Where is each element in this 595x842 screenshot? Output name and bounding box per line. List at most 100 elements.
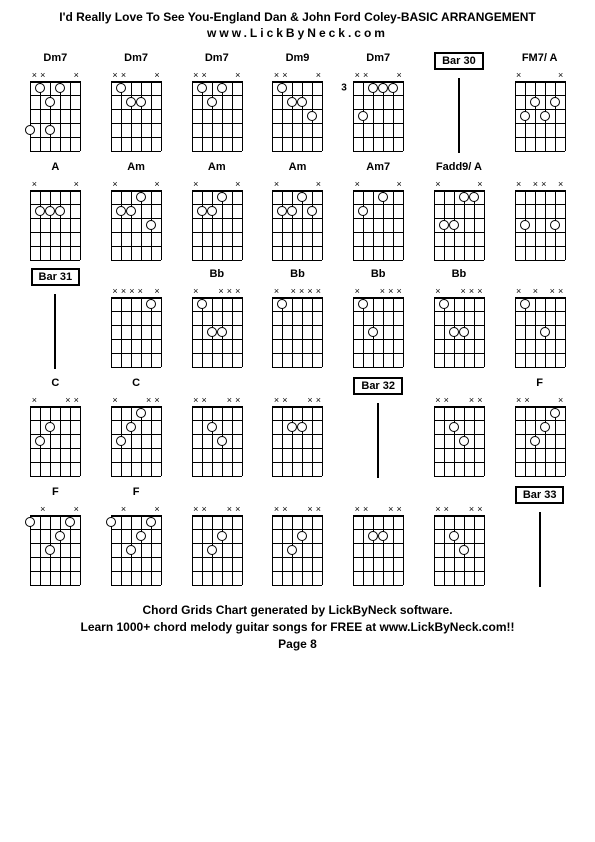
bar-divider: [377, 403, 379, 478]
chord-diagram: ××××: [348, 286, 408, 367]
finger-dot: [459, 436, 469, 446]
chord-label: Dm7: [43, 52, 67, 68]
finger-dot: [550, 408, 560, 418]
chord-label: A: [51, 161, 59, 177]
string-markers: ××××: [353, 504, 403, 514]
bar-label: Bar 30: [434, 52, 484, 70]
finger-dot: [540, 327, 550, 337]
finger-dot: [45, 545, 55, 555]
string-markers: ×××: [111, 70, 161, 80]
chord-diagram: ××××: [187, 286, 247, 367]
fretboard: [515, 406, 565, 476]
finger-dot: [358, 299, 368, 309]
fretboard: [192, 297, 242, 367]
chord-cell: F ×××: [504, 377, 575, 478]
chord-cell: A ××: [20, 161, 91, 260]
finger-dot: [449, 220, 459, 230]
chord-label: Bb: [371, 268, 386, 284]
string-markers: ×××: [111, 395, 161, 405]
fretboard: [434, 190, 484, 260]
chord-diagram: ××××: [267, 504, 327, 585]
string-markers: ××: [30, 179, 80, 189]
finger-dot: [520, 299, 530, 309]
string-markers: ××××: [192, 286, 242, 296]
finger-dot: [35, 83, 45, 93]
chord-cell: Dm7 ×××: [101, 52, 172, 153]
string-markers: ××××: [434, 286, 484, 296]
chord-cell: ××××: [424, 486, 495, 587]
fretboard: 3: [353, 81, 403, 151]
finger-dot: [368, 83, 378, 93]
chord-label: Dm7: [205, 52, 229, 68]
finger-dot: [530, 436, 540, 446]
fretboard: [111, 406, 161, 476]
finger-dot: [297, 192, 307, 202]
chord-label: Am7: [366, 161, 390, 177]
finger-dot: [368, 327, 378, 337]
finger-dot: [25, 517, 35, 527]
string-markers: ×××: [515, 395, 565, 405]
chord-label: F: [536, 377, 543, 393]
finger-dot: [136, 408, 146, 418]
chord-diagram: ××: [267, 179, 327, 260]
finger-dot: [45, 206, 55, 216]
bar-divider: [54, 294, 56, 369]
chord-cell: ××××: [181, 486, 252, 587]
finger-dot: [530, 97, 540, 107]
string-markers: ×××: [353, 70, 403, 80]
finger-dot: [368, 531, 378, 541]
string-markers: ××××: [434, 395, 484, 405]
finger-dot: [207, 545, 217, 555]
fretboard: [353, 515, 403, 585]
fretboard: [30, 515, 80, 585]
chord-cell: ××××: [181, 377, 252, 478]
bar-marker-cell: Bar 32: [343, 377, 414, 478]
string-markers: ××××: [515, 286, 565, 296]
finger-dot: [540, 111, 550, 121]
chord-diagram: ××××: [187, 504, 247, 585]
chord-label: Dm7: [124, 52, 148, 68]
page-title: I'd Really Love To See You-England Dan &…: [20, 10, 575, 24]
chord-label: Fadd9/ A: [436, 161, 482, 177]
finger-dot: [126, 97, 136, 107]
finger-dot: [45, 97, 55, 107]
fretboard: [272, 81, 322, 151]
chord-diagram: ××××: [429, 395, 489, 476]
chord-diagram: ××: [106, 179, 166, 260]
chord-cell: ××××: [262, 377, 333, 478]
finger-dot: [297, 97, 307, 107]
chord-diagram: ×××: [106, 395, 166, 476]
finger-dot: [297, 531, 307, 541]
finger-dot: [520, 111, 530, 121]
fretboard: [353, 190, 403, 260]
fretboard: [30, 406, 80, 476]
finger-dot: [277, 299, 287, 309]
finger-dot: [65, 517, 75, 527]
chord-diagram: ××: [429, 179, 489, 260]
finger-dot: [277, 83, 287, 93]
chord-diagram: ×××: [267, 70, 327, 151]
finger-dot: [197, 299, 207, 309]
finger-dot: [207, 422, 217, 432]
finger-dot: [106, 517, 116, 527]
string-markers: ××××: [353, 286, 403, 296]
finger-dot: [55, 531, 65, 541]
string-markers: ××: [111, 504, 161, 514]
fretboard: [434, 515, 484, 585]
bar-divider: [539, 512, 541, 587]
finger-dot: [307, 111, 317, 121]
finger-dot: [550, 220, 560, 230]
string-markers: ××: [30, 504, 80, 514]
chord-cell: ××××: [343, 486, 414, 587]
finger-dot: [136, 192, 146, 202]
finger-dot: [449, 531, 459, 541]
chord-cell: F××: [20, 486, 91, 587]
finger-dot: [459, 545, 469, 555]
chord-diagram: ×××: [106, 70, 166, 151]
fretboard: [272, 406, 322, 476]
bar-marker-cell: Bar 30: [424, 52, 495, 153]
fretboard: [111, 81, 161, 151]
string-markers: ××: [434, 179, 484, 189]
finger-dot: [217, 83, 227, 93]
fretboard: [30, 81, 80, 151]
